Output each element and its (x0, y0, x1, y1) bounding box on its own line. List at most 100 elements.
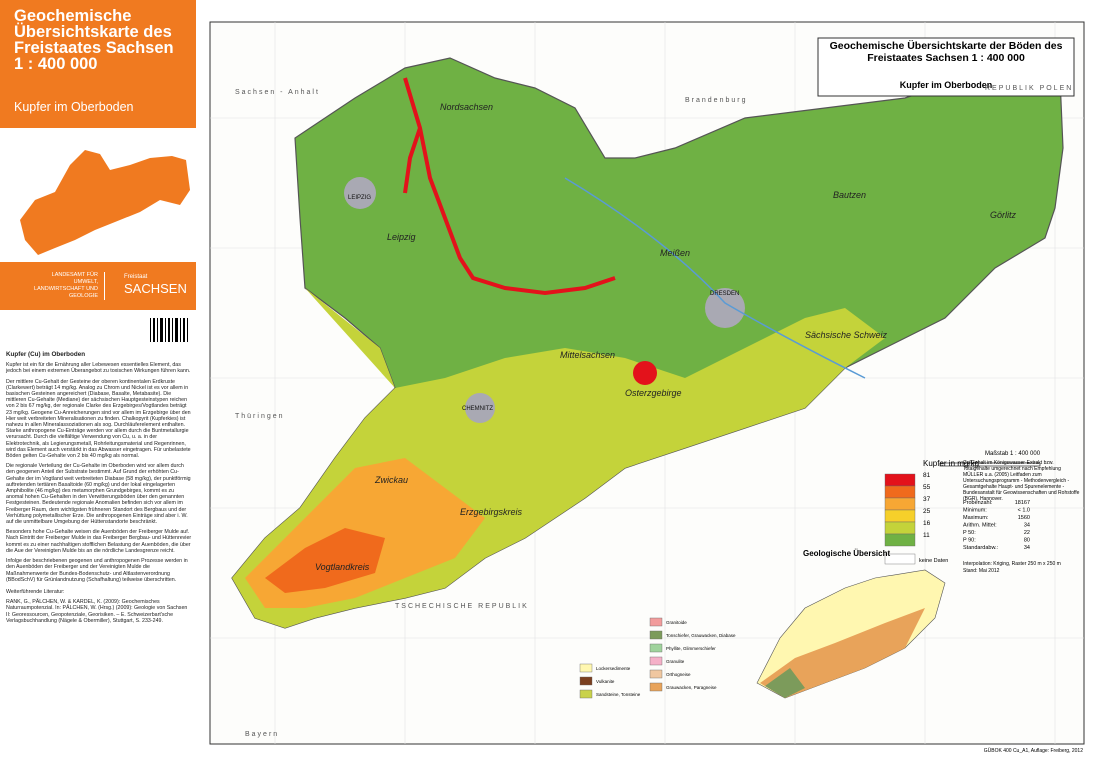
map-title: Geochemische Übersichtskarte der Böden d… (829, 40, 1063, 64)
method-box: Cu-Gehalt im Königswasser-Extrakt bzw. T… (963, 460, 1080, 502)
legend-swatch (884, 497, 916, 511)
scale: Maßstab 1 : 400 000 (985, 451, 1041, 457)
geology-label: Orthogneise (666, 672, 691, 677)
region-label: Leipzig (387, 232, 416, 242)
geology-label: Tonschiefer, Grauwacken, Diabase (666, 633, 736, 638)
stat-label: Standardabw.: (963, 545, 999, 551)
geology-legend: Lockersedimente Vulkanite Sandsteine, Tons… (579, 617, 736, 699)
city-label: DRESDEN (710, 291, 739, 297)
stat-value: 22 (1024, 530, 1030, 536)
geology-swatch (649, 630, 663, 640)
sidebar-title: Geochemische Übersichtskarte des Freista… (14, 7, 174, 73)
text-heading: Kupfer (Cu) im Oberboden (6, 351, 86, 358)
map: Kupfer im Oberboden Nordsachsen Leipzig Me… (209, 21, 1085, 754)
region-label: Sächsische Schweiz (805, 330, 888, 340)
region-label: Görlitz (990, 210, 1017, 220)
interpolation: Interpolation: Kriging, Raster 250 m x 2… (963, 561, 1061, 567)
map-title-wrap: Geochemische Übersichtskarte der Böden d… (829, 40, 1063, 64)
legend-swatch (884, 485, 916, 499)
geology-swatch (649, 617, 663, 627)
divider (104, 272, 105, 300)
stat-value: 80 (1024, 538, 1030, 544)
geology-swatch (579, 689, 593, 699)
stat-value: 34 (1024, 523, 1030, 529)
legend-value: 81 (923, 472, 931, 479)
footer: GÜBOK 400 Cu_A1, Auflage: Freiberg, 2012 (984, 747, 1083, 754)
map-subtitle: Kupfer im Oberboden (900, 80, 993, 90)
geology-label: Vulkanite (596, 679, 615, 684)
statistics: Probenzahl: 18167 Minimum: < 1.0 Maximum: 156… (963, 500, 1030, 551)
geology-label: Lockersedimente (596, 666, 631, 671)
agency-band: LANDESAMT FÜR UMWELT, LANDWIRTSCHAFT UND… (0, 262, 196, 310)
geology-title: Geologische Übersicht (803, 549, 890, 558)
legend-value: 25 (923, 508, 931, 515)
region-label: Nordsachsen (440, 102, 493, 112)
stat-label: P 50: (963, 530, 976, 536)
elbe (564, 177, 866, 379)
legend-swatch (884, 473, 916, 487)
chemnitz-area (465, 393, 495, 423)
map-title-box (817, 37, 1075, 97)
legend-no-data: keine Daten (919, 558, 948, 564)
paragraph: Besonders hohe Cu-Gehalte weisen die Aue… (6, 529, 192, 554)
sidebar-header: Geochemische Übersichtskarte des Freista… (0, 0, 196, 128)
geology-label: Phyllite, Glimmerschiefer (666, 646, 716, 651)
stat-label: Probenzahl: (963, 500, 993, 506)
region-label: Zwickau (374, 475, 408, 485)
geology-swatch (649, 669, 663, 679)
saxony-silhouette (20, 150, 190, 255)
geology-swatch (649, 643, 663, 653)
geology-label: Sandsteine, Tonsteine (596, 692, 641, 697)
silhouette (20, 150, 190, 255)
paragraph: Der mittlere Cu-Gehalt der Gesteine der … (6, 378, 191, 460)
region-label: Erzgebirgskreis (460, 507, 523, 517)
legend-swatch (884, 553, 916, 565)
method: Cu-Gehalt im Königswasser-Extrakt bzw. T… (963, 460, 1080, 502)
paragraphs: Kupfer ist ein für die Ernährung aller L… (6, 362, 192, 583)
description: Kupfer (Cu) im Oberboden Kupfer ist ein … (6, 351, 192, 628)
stat-label: Arithm. Mittel: (963, 523, 997, 529)
neighbour-label: Sachsen - Anhalt (235, 89, 320, 96)
geology-swatch (579, 663, 593, 673)
region-label: Bautzen (833, 190, 866, 200)
neighbour-label: Bayern (245, 731, 279, 738)
neighbour-label: Thüringen (235, 413, 285, 420)
paragraph: Infolge der beschriebenen geogenen und a… (6, 558, 188, 583)
literature: RANK, G., PÄLCHEN, W. & KARDEL, K. (2009… (6, 599, 188, 624)
stat-value: 34 (1024, 545, 1030, 551)
stat-label: Minimum: (963, 508, 987, 514)
stat-value: 18167 (1015, 500, 1030, 506)
geology-swatch (579, 676, 593, 686)
labels: Nordsachsen Leipzig Meißen Bautzen Görlitz Mi… (235, 85, 1073, 738)
freiberg-anomaly (633, 361, 657, 385)
region-label: Vogtlandkreis (315, 562, 370, 572)
paragraph: Kupfer ist ein für die Ernährung aller L… (6, 362, 191, 375)
legend-swatch (884, 533, 916, 547)
state-prefix: Freistaat (124, 274, 148, 280)
date: Stand: Mai 2012 (963, 568, 1000, 574)
dresden-area (705, 288, 745, 328)
legend-value: 16 (923, 520, 931, 527)
zone-very-high (265, 528, 385, 593)
city-label: CHEMNITZ (462, 406, 493, 412)
region-label: Osterzgebirge (625, 388, 682, 398)
geology-label: Granitoide (666, 620, 687, 625)
legend-value: 37 (923, 496, 931, 503)
legend-swatch (884, 509, 916, 523)
region-label: Meißen (660, 248, 690, 258)
geology-swatch (649, 682, 663, 692)
state: SACHSEN (124, 281, 187, 296)
stat-label: P 90: (963, 538, 976, 544)
agency: LANDESAMT FÜR UMWELT, LANDWIRTSCHAFT UND… (34, 272, 98, 299)
neighbour-label: TSCHECHISCHE REPUBLIK (395, 603, 529, 610)
scale-bar (939, 462, 1041, 467)
legend: 81 55 37 25 16 11 keine Daten (884, 472, 948, 565)
sidebar-subtitle: Kupfer im Oberboden (14, 100, 134, 114)
stat-value: 1560 (1018, 515, 1030, 521)
city-label: LEIPZIG (348, 195, 371, 201)
geology-swatch (649, 656, 663, 666)
neighbour-label: Brandenburg (685, 97, 747, 104)
leipzig-area (344, 177, 376, 209)
neighbour-label: REPUBLIK POLEN (985, 85, 1073, 92)
